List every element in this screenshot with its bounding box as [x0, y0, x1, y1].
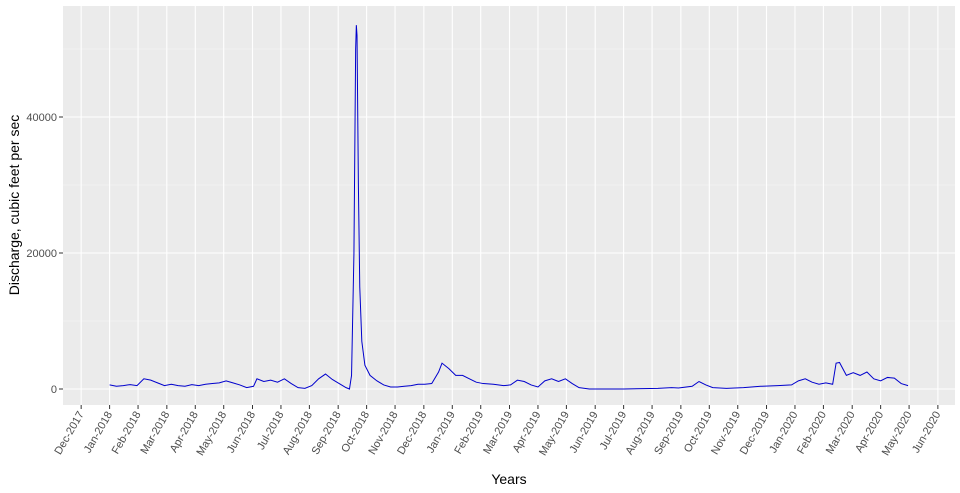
x-tick-label: Jun-2018 — [225, 410, 258, 456]
x-tick-label: Jul-2018 — [255, 410, 286, 453]
y-tick-label: 20000 — [26, 248, 57, 260]
x-tick-label: Sep-2018 — [310, 410, 344, 457]
x-tick-label: Jul-2019 — [598, 410, 629, 453]
x-tick-label: Jun-2019 — [567, 410, 600, 456]
x-tick-label: Jun-2020 — [910, 410, 943, 456]
x-tick-label: Sep-2019 — [652, 410, 686, 457]
y-tick-label: 0 — [51, 384, 57, 396]
y-tick-label: 40000 — [26, 112, 57, 124]
x-axis-title: Years — [491, 471, 526, 487]
y-axis-title: Discharge, cubic feet per sec — [6, 115, 22, 296]
discharge-line — [109, 25, 909, 390]
